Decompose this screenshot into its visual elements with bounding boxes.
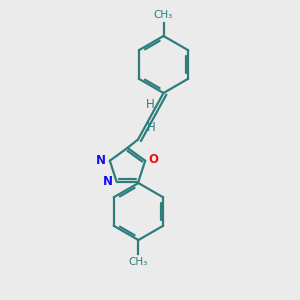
Text: H: H: [146, 121, 155, 134]
Text: N: N: [96, 154, 106, 167]
Text: CH₃: CH₃: [154, 10, 173, 20]
Text: CH₃: CH₃: [129, 256, 148, 266]
Text: O: O: [149, 153, 159, 166]
Text: H: H: [146, 98, 155, 111]
Text: N: N: [103, 175, 113, 188]
